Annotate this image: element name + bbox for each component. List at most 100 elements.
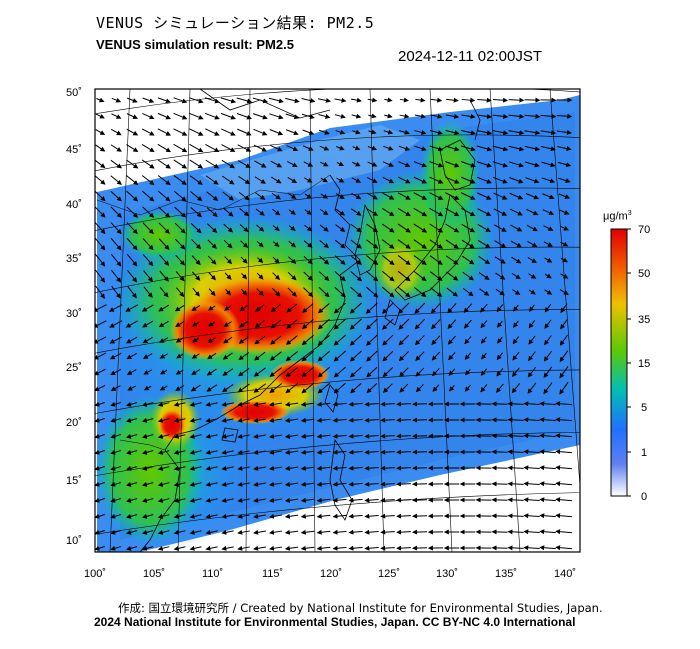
wind-arrow [316, 529, 331, 535]
wind-arrow [207, 352, 217, 360]
wind-arrow [126, 159, 139, 169]
wind-arrow [95, 513, 105, 519]
wind-arrow [334, 113, 346, 119]
wind-arrow [319, 224, 329, 232]
wind-arrow [158, 304, 170, 312]
wind-arrow [300, 497, 315, 503]
wind-arrow [95, 129, 106, 135]
wind-arrow [335, 224, 346, 232]
wind-arrow [286, 319, 298, 329]
wind-arrow [191, 369, 201, 376]
wind-arrow [524, 130, 541, 136]
wind-arrow [189, 497, 202, 503]
wind-arrow [95, 304, 107, 312]
wind-arrow [189, 128, 204, 136]
wind-arrow [398, 302, 410, 314]
wind-arrow [141, 417, 154, 423]
wind-arrow [158, 238, 170, 250]
wind-arrow [445, 223, 460, 233]
wind-arrow [221, 529, 234, 535]
colorbar [610, 228, 628, 497]
wind-arrow [95, 401, 105, 407]
wind-arrow [157, 449, 170, 455]
wind-arrow [414, 145, 427, 152]
wind-arrow [223, 336, 233, 344]
wind-arrow [141, 465, 154, 471]
wind-arrow [238, 352, 250, 361]
wind-arrow [526, 208, 539, 216]
wind-arrow [463, 303, 473, 313]
colorbar-ticks [627, 228, 631, 497]
wind-arrow [253, 449, 266, 455]
wind-arrow [332, 529, 347, 535]
wind-arrow [523, 401, 540, 407]
wind-arrow [142, 222, 154, 235]
wind-arrow [492, 97, 509, 103]
wind-arrow [204, 112, 220, 120]
wind-arrow [110, 465, 122, 471]
wind-arrow [555, 497, 572, 503]
wind-arrow [348, 401, 363, 407]
wind-arrow [236, 113, 252, 120]
wind-arrow [207, 239, 217, 249]
wind-arrow [396, 481, 411, 487]
wind-arrow [141, 529, 154, 535]
wind-arrow [528, 335, 536, 345]
wind-arrow [380, 433, 395, 439]
wind-arrow [334, 255, 346, 265]
wind-arrow [271, 176, 282, 184]
wind-arrow [365, 318, 378, 330]
wind-arrow [555, 417, 572, 423]
wind-arrow [382, 367, 393, 378]
wind-arrow [221, 513, 234, 519]
wind-arrow [560, 273, 569, 279]
wind-arrow [494, 240, 507, 248]
wind-arrow [190, 384, 201, 392]
wind-arrow [524, 145, 541, 152]
lat-tick-20: 20˚ [66, 417, 82, 429]
wind-arrow [286, 303, 298, 313]
wind-arrow [399, 367, 409, 377]
wind-arrow [288, 240, 296, 248]
wind-arrow [464, 336, 472, 345]
wind-arrow [95, 481, 105, 487]
wind-arrow [95, 449, 105, 455]
wind-arrow [110, 433, 122, 439]
wind-arrow [285, 382, 299, 394]
wind-arrow [191, 271, 201, 281]
wind-arrow [351, 192, 362, 200]
wind-arrow [380, 481, 395, 487]
wind-arrow [496, 304, 504, 313]
wind-arrow [272, 241, 280, 248]
wind-arrow [496, 367, 504, 377]
wind-arrow [332, 433, 347, 439]
wind-arrow [352, 129, 361, 135]
wind-arrow [175, 254, 185, 266]
wind-arrow [509, 208, 523, 216]
wind-arrow [507, 417, 524, 423]
wind-arrow [110, 513, 122, 519]
wind-arrow [304, 224, 313, 232]
wind-arrow [429, 255, 443, 265]
wind-arrow [157, 175, 171, 186]
wind-arrow [111, 97, 122, 103]
wind-arrow [175, 369, 184, 375]
wind-arrow [268, 497, 283, 503]
wind-arrow [399, 113, 410, 119]
wind-arrow [175, 385, 185, 391]
wind-arrow [413, 223, 428, 233]
wind-vectors [95, 97, 573, 551]
wind-arrow [348, 529, 363, 535]
wind-arrow [237, 481, 250, 487]
wind-arrow [555, 513, 572, 519]
wind-arrow [352, 145, 361, 151]
wind-arrow [237, 160, 251, 168]
wind-arrow [461, 113, 476, 119]
wind-arrow [556, 129, 572, 135]
wind-arrow [271, 287, 281, 297]
wind-arrow [527, 240, 538, 248]
wind-arrow [284, 481, 299, 487]
wind-arrow [205, 159, 220, 169]
wind-arrow [366, 350, 378, 362]
